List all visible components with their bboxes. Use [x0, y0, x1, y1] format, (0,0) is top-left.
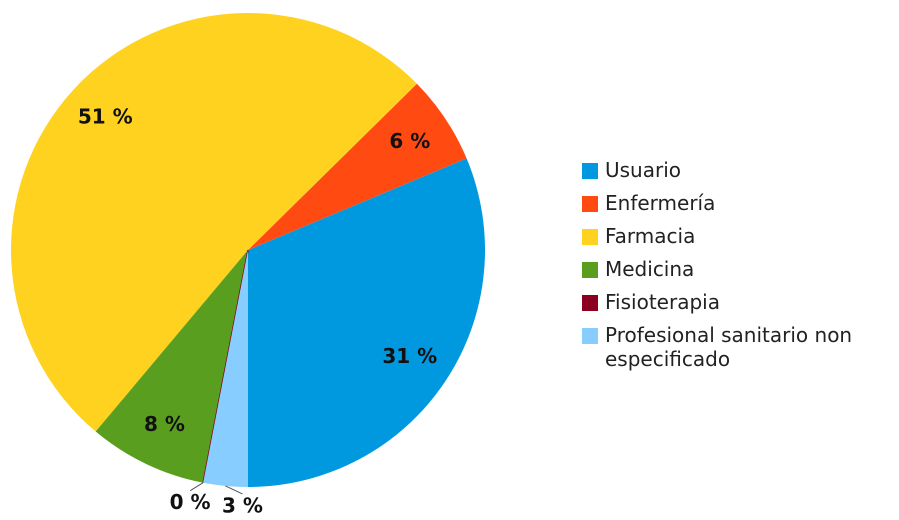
pie-slice [248, 158, 485, 487]
pie-slice [10, 12, 417, 432]
legend-swatch [582, 196, 598, 212]
legend-label: Usuario [605, 158, 682, 182]
legend-item: Farmacia [582, 224, 897, 248]
legend-label: Medicina [605, 257, 695, 281]
data-label: 6 % [389, 129, 430, 153]
leader-line [225, 485, 243, 495]
data-label: 51 % [78, 105, 133, 129]
chart: 31 % 6 % 51 % 8 % 0 % 3 % [10, 12, 485, 517]
legend-swatch [582, 229, 598, 245]
legend: Usuario Enfermería Farmacia Medicina Fisiote… [582, 158, 897, 380]
legend-swatch [582, 163, 598, 179]
data-label: 8 % [144, 412, 185, 436]
pie-slice [203, 250, 248, 487]
legend-item: Profesional sanitario non especificado [582, 323, 897, 371]
legend-label: Profesional sanitario non especificado [605, 323, 853, 371]
legend-swatch [582, 262, 598, 278]
legend-swatch [582, 295, 598, 311]
legend-swatch [582, 328, 598, 344]
legend-label: Farmacia [605, 224, 696, 248]
pie-slice [95, 250, 249, 483]
legend-item: Medicina [582, 257, 897, 281]
data-label: 31 % [382, 344, 437, 368]
data-label: 3 % [222, 493, 263, 517]
data-label: 0 % [170, 490, 211, 514]
leader-line [189, 482, 204, 492]
pie-slice [248, 83, 467, 250]
legend-item: Fisioterapia [582, 290, 897, 314]
legend-item: Enfermería [582, 191, 897, 215]
legend-item: Usuario [582, 158, 897, 182]
legend-label: Fisioterapia [605, 290, 720, 314]
legend-label: Enfermería [605, 191, 716, 215]
